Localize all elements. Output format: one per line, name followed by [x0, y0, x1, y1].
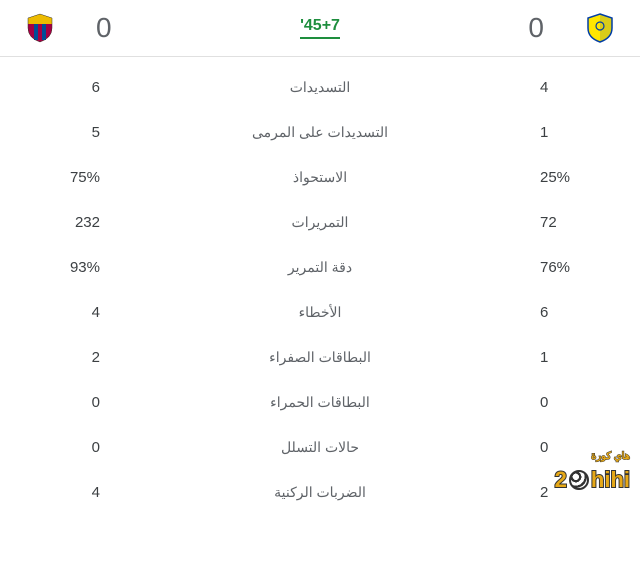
watermark-ar: هاي كورة [591, 451, 630, 462]
stat-away-value: 75% [40, 169, 100, 186]
stat-away-value: 2 [40, 349, 100, 366]
home-team-logo [584, 12, 616, 44]
stat-label: حالات التسلل [100, 439, 540, 456]
stat-away-value: 0 [40, 394, 100, 411]
stat-row: 76%دقة التمرير93% [0, 245, 640, 290]
stat-home-value: 25% [540, 169, 600, 186]
stat-row: 25%الاستحواذ75% [0, 155, 640, 200]
match-time: 45+7' [300, 17, 340, 39]
stat-row: 4التسديدات6 [0, 65, 640, 110]
stat-label: الاستحواذ [100, 169, 540, 186]
stat-home-value: 1 [540, 124, 600, 141]
away-score: 0 [96, 12, 112, 44]
home-score: 0 [528, 12, 544, 44]
match-header: 0 45+7' 0 [0, 0, 640, 57]
stat-label: التسديدات [100, 79, 540, 96]
stat-away-value: 4 [40, 484, 100, 501]
stat-label: التسديدات على المرمى [100, 124, 540, 141]
stat-home-value: 0 [540, 394, 600, 411]
stat-row: 2 الضربات الركنية4 [0, 470, 640, 515]
watermark-logo: هاي كورة hihi 2 [555, 467, 630, 493]
stat-away-value: 5 [40, 124, 100, 141]
stat-home-value: 4 [540, 79, 600, 96]
stat-home-value: 72 [540, 214, 600, 231]
stat-row: 0حالات التسلل0 [0, 425, 640, 470]
stat-away-value: 232 [40, 214, 100, 231]
stat-label: الأخطاء [100, 304, 540, 321]
home-team-section: 0 [528, 12, 616, 44]
watermark-suffix: 2 [555, 467, 567, 493]
stat-label: دقة التمرير [100, 259, 540, 276]
stat-home-value: 6 [540, 304, 600, 321]
stat-away-value: 4 [40, 304, 100, 321]
stat-row: 1البطاقات الصفراء2 [0, 335, 640, 380]
watermark-text: hihi [591, 467, 630, 493]
stat-away-value: 93% [40, 259, 100, 276]
ball-icon [569, 470, 589, 490]
stat-away-value: 0 [40, 439, 100, 456]
stat-home-value: 1 [540, 349, 600, 366]
stat-home-value: 76% [540, 259, 600, 276]
stat-row: 6الأخطاء4 [0, 290, 640, 335]
stat-row: 72التمريرات232 [0, 200, 640, 245]
stat-label: البطاقات الصفراء [100, 349, 540, 366]
stats-table: 4التسديدات61التسديدات على المرمى525%الاس… [0, 57, 640, 523]
stat-label: البطاقات الحمراء [100, 394, 540, 411]
away-team-logo [24, 12, 56, 44]
stat-row: 1التسديدات على المرمى5 [0, 110, 640, 155]
stat-label: الضربات الركنية [100, 484, 540, 501]
stat-away-value: 6 [40, 79, 100, 96]
stat-label: التمريرات [100, 214, 540, 231]
stat-row: 0البطاقات الحمراء0 [0, 380, 640, 425]
away-team-section: 0 [24, 12, 112, 44]
